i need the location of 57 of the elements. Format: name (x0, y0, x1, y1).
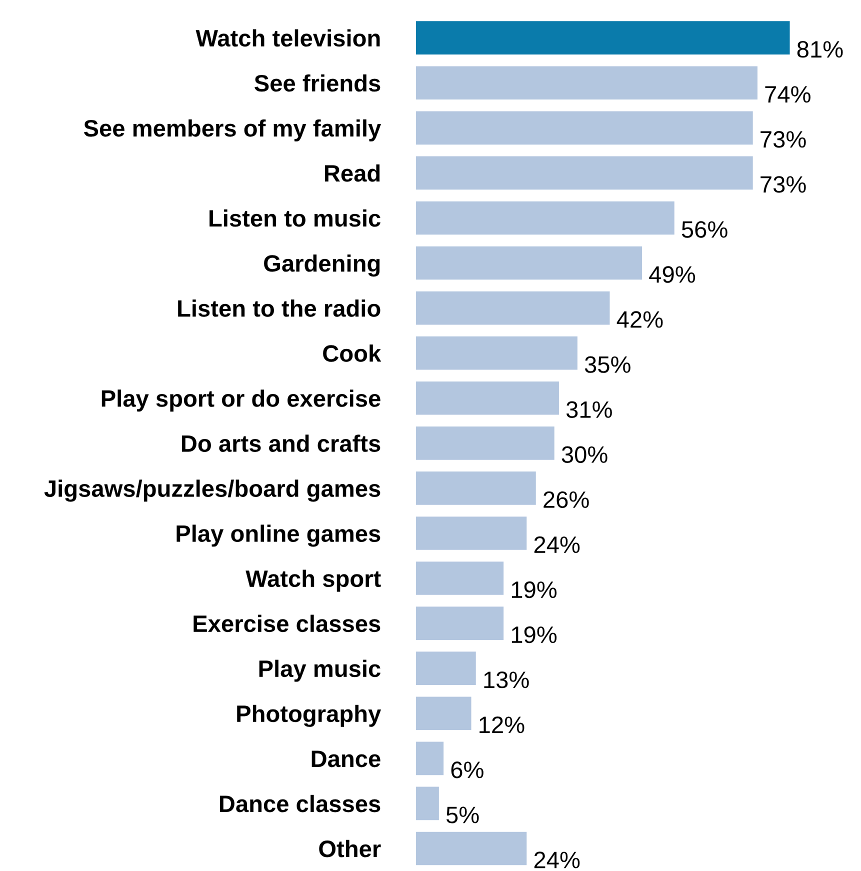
bar (416, 832, 527, 866)
y-tick-label: Watch sport (246, 570, 381, 592)
y-tick-label: Play online games (176, 524, 380, 547)
y-tick-label: Do arts and crafts (182, 434, 380, 452)
data-label: 24% (534, 536, 580, 553)
data-label: 74% (765, 86, 810, 103)
y-tick-label: Photography (237, 704, 382, 727)
y-tick-label: Play music (259, 660, 380, 682)
data-label: 42% (616, 311, 663, 328)
y-tick-label: Dance (312, 750, 380, 768)
bar (416, 696, 472, 730)
bar (416, 156, 753, 190)
bar (416, 516, 527, 550)
y-tick-label: Read (324, 164, 380, 182)
y-tick-label: Jigsaws/puzzles/board games (44, 480, 380, 502)
data-label: 73% (760, 131, 806, 148)
bar (416, 66, 758, 100)
bar (416, 111, 753, 145)
y-tick-label: See members of my family (84, 119, 382, 142)
data-label: 5% (446, 806, 479, 824)
data-label: 6% (451, 762, 484, 778)
bar (416, 742, 444, 776)
bar (416, 426, 554, 460)
y-tick-label: Dance classes (220, 794, 380, 812)
bar (416, 336, 578, 370)
data-label: 12% (480, 716, 524, 734)
data-label: 19% (512, 581, 557, 598)
data-label: 19% (512, 626, 557, 644)
bar (416, 291, 610, 325)
data-label: 35% (584, 356, 630, 373)
bar (416, 21, 790, 54)
bar (416, 786, 439, 820)
bar (416, 606, 504, 640)
y-tick-label: Gardening (264, 254, 380, 277)
data-label: 73% (760, 176, 806, 193)
data-label: 26% (544, 491, 589, 508)
y-tick-label: Cook (323, 344, 382, 362)
data-label: 31% (566, 401, 612, 418)
y-tick-label: See friends (254, 74, 380, 92)
y-tick-label: Listen to music (210, 209, 380, 227)
y-tick-label: Watch television (196, 29, 380, 47)
bar (416, 562, 504, 595)
data-label: 56% (682, 221, 728, 238)
y-tick-label: Play sport or do exercise (102, 390, 380, 412)
bar (416, 472, 536, 505)
data-label: 13% (484, 671, 529, 688)
data-label: 81% (797, 40, 843, 58)
y-tick-label: Listen to the radio (178, 299, 380, 317)
bar (416, 652, 476, 685)
data-label: 24% (534, 852, 580, 868)
data-label: 49% (649, 266, 696, 283)
bar (416, 381, 559, 415)
data-label: 30% (562, 446, 608, 464)
y-tick-label: Exercise classes (194, 614, 380, 632)
bar (416, 201, 674, 235)
y-tick-label: Other (319, 840, 381, 858)
bar (416, 246, 642, 280)
